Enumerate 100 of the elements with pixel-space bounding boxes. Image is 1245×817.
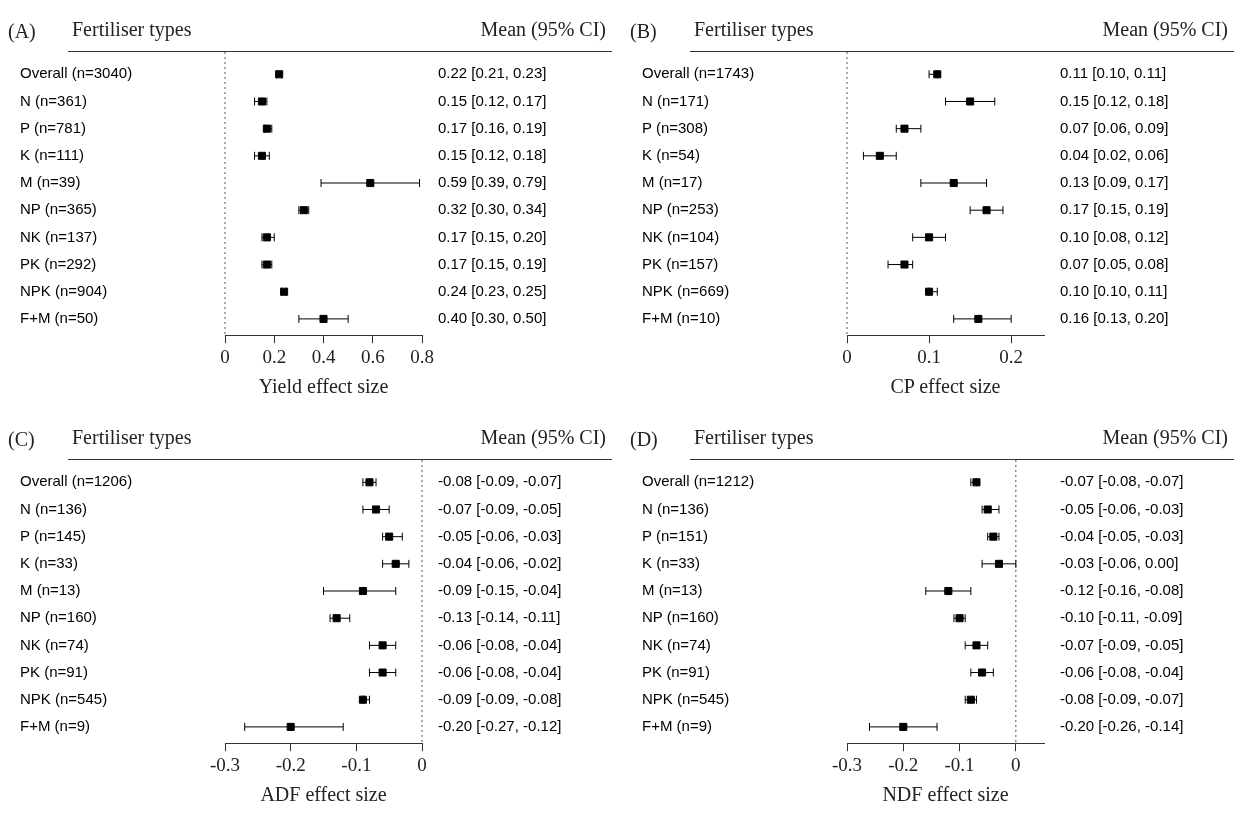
- x-tick-label: 0.2: [999, 345, 1024, 367]
- y-tick-label: NK (n=104): [642, 227, 720, 245]
- y-tick-label: P (n=145): [20, 526, 87, 544]
- data-label: -0.04 [-0.05, -0.03]: [1060, 526, 1184, 544]
- y-tick-label: F+M (n=50): [20, 309, 99, 327]
- y-tick-label: P (n=151): [642, 526, 709, 544]
- data-label: 0.17 [0.15, 0.19]: [1060, 200, 1169, 218]
- data-label: 0.10 [0.10, 0.11]: [1060, 281, 1168, 299]
- y-tick-label: NK (n=74): [642, 635, 711, 653]
- data-label: 0.17 [0.15, 0.19]: [438, 254, 547, 272]
- x-tick-label: 0: [1011, 753, 1021, 775]
- data-label: 0.07 [0.06, 0.09]: [1060, 118, 1169, 136]
- point: [385, 532, 394, 541]
- data-label: -0.13 [-0.14, -0.11]: [438, 608, 561, 626]
- y-tick-label: NPK (n=545): [20, 689, 108, 707]
- data-label: -0.07 [-0.08, -0.07]: [1060, 472, 1184, 490]
- x-tick-label: -0.1: [944, 753, 975, 775]
- x-tick-label: 0.2: [262, 345, 287, 367]
- y-tick-label: NPK (n=669): [642, 281, 730, 299]
- data-label: 0.22 [0.21, 0.23]: [438, 64, 547, 82]
- data-label: 0.15 [0.12, 0.18]: [438, 145, 547, 163]
- y-axis-title: Fertiliser types: [694, 426, 814, 449]
- data-label: 0.15 [0.12, 0.18]: [1060, 91, 1169, 109]
- y-tick-label: NP (n=160): [642, 608, 719, 626]
- y-tick-label: F+M (n=9): [642, 717, 713, 735]
- data-label: -0.20 [-0.27, -0.12]: [438, 717, 562, 735]
- y-axis-title: Fertiliser types: [694, 18, 814, 41]
- y-tick-label: P (n=308): [642, 118, 709, 136]
- data-label: -0.08 [-0.09, -0.07]: [1060, 689, 1184, 707]
- y-tick-label: NK (n=74): [20, 635, 89, 653]
- y-tick-label: M (n=13): [642, 581, 703, 599]
- data-label: -0.07 [-0.09, -0.05]: [438, 499, 562, 517]
- y-tick-label: NPK (n=904): [20, 281, 108, 299]
- data-label: 0.13 [0.09, 0.17]: [1060, 173, 1169, 191]
- y-axis-title: Fertiliser types: [72, 18, 192, 41]
- y-tick-label: NP (n=253): [642, 200, 719, 218]
- x-axis-title: NDF effect size: [882, 783, 1009, 806]
- y-tick-label: NP (n=365): [20, 200, 97, 218]
- data-label: -0.06 [-0.08, -0.04]: [438, 635, 562, 653]
- data-label: 0.24 [0.23, 0.25]: [438, 281, 547, 299]
- y-tick-label: N (n=136): [20, 499, 88, 517]
- data-label: -0.04 [-0.06, -0.02]: [438, 553, 562, 571]
- text: (B): [630, 20, 657, 43]
- y-tick-label: K (n=54): [642, 145, 700, 163]
- y-tick-label: F+M (n=9): [20, 717, 91, 735]
- data-label: 0.15 [0.12, 0.17]: [438, 91, 547, 109]
- x-tick-label: -0.2: [888, 753, 919, 775]
- data-label: -0.12 [-0.16, -0.08]: [1060, 581, 1184, 599]
- text: Mean (95% CI): [1102, 426, 1228, 449]
- data-label: 0.59 [0.39, 0.79]: [438, 173, 547, 191]
- y-tick-label: M (n=13): [20, 581, 81, 599]
- y-tick-label: N (n=171): [642, 91, 710, 109]
- y-tick-label: Overall (n=3040): [20, 64, 133, 82]
- point: [378, 668, 387, 677]
- point: [900, 124, 909, 133]
- point: [332, 614, 341, 623]
- data-label: -0.10 [-0.11, -0.09]: [1060, 608, 1183, 626]
- point: [372, 505, 381, 514]
- point: [378, 641, 387, 650]
- y-tick-label: M (n=17): [642, 173, 703, 191]
- text: (A): [8, 20, 36, 43]
- y-tick-label: NK (n=137): [20, 227, 98, 245]
- data-label: 0.40 [0.30, 0.50]: [438, 309, 547, 327]
- data-label: -0.07 [-0.09, -0.05]: [1060, 635, 1184, 653]
- y-tick-label: PK (n=91): [20, 662, 88, 680]
- x-axis-title: ADF effect size: [260, 783, 387, 806]
- y-tick-label: M (n=39): [20, 173, 81, 191]
- x-tick-label: 0: [417, 753, 427, 775]
- x-axis-title: CP effect size: [890, 375, 1001, 398]
- data-label: 0.17 [0.16, 0.19]: [438, 118, 547, 136]
- x-tick-label: 0.4: [311, 345, 336, 367]
- data-label: -0.06 [-0.08, -0.04]: [438, 662, 562, 680]
- data-label: -0.05 [-0.06, -0.03]: [438, 526, 562, 544]
- data-label: -0.08 [-0.09, -0.07]: [438, 472, 562, 490]
- point: [978, 668, 987, 677]
- text: (D): [630, 428, 658, 451]
- y-tick-label: Overall (n=1206): [20, 472, 133, 490]
- y-tick-label: PK (n=292): [20, 254, 97, 272]
- y-tick-label: K (n=111): [20, 145, 85, 163]
- data-label: 0.32 [0.30, 0.34]: [438, 200, 547, 218]
- x-tick-label: -0.2: [275, 753, 306, 775]
- data-label: 0.04 [0.02, 0.06]: [1060, 145, 1169, 163]
- point: [262, 233, 271, 242]
- point: [966, 97, 975, 106]
- x-tick-label: 0.1: [917, 345, 941, 367]
- text: Mean (95% CI): [480, 18, 606, 41]
- y-tick-label: F+M (n=10): [642, 309, 721, 327]
- text: Mean (95% CI): [1102, 18, 1228, 41]
- data-label: -0.05 [-0.06, -0.03]: [1060, 499, 1184, 517]
- y-tick-label: N (n=361): [20, 91, 88, 109]
- point: [925, 233, 934, 242]
- y-tick-label: K (n=33): [20, 553, 78, 571]
- x-tick-label: -0.1: [341, 753, 372, 775]
- text: Mean (95% CI): [480, 426, 606, 449]
- y-tick-label: Overall (n=1212): [642, 472, 755, 490]
- point: [972, 478, 981, 487]
- point: [982, 206, 991, 215]
- y-tick-label: PK (n=157): [642, 254, 719, 272]
- data-label: -0.03 [-0.06, 0.00]: [1060, 553, 1179, 571]
- point: [900, 260, 909, 269]
